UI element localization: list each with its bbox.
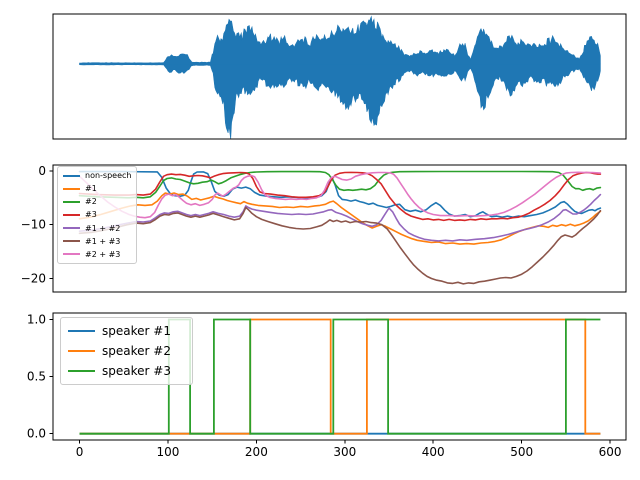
legend-label: speaker #2 xyxy=(102,344,171,358)
bottom-x-tick-label: 300 xyxy=(333,445,356,459)
legend-line-sample xyxy=(63,200,80,203)
likelihood-series-1-2 xyxy=(78,193,602,242)
legend-item-2: #2 xyxy=(63,197,131,206)
legend-label: #3 xyxy=(85,210,97,220)
middle-y-tick-label: −10 xyxy=(21,218,46,232)
legend-line-sample xyxy=(68,330,95,332)
legend-item-2-3: #2 + #3 xyxy=(63,250,131,259)
middle-axes-frame xyxy=(52,164,627,293)
legend-label: #2 + #3 xyxy=(85,249,121,259)
legend-label: #2 xyxy=(85,197,97,207)
bottom-x-tick-label: 500 xyxy=(510,445,533,459)
middle-y-tick-label: −20 xyxy=(21,272,46,286)
legend-item-3: #3 xyxy=(63,210,131,219)
legend-line-sample xyxy=(63,240,80,243)
legend-label: non-speech xyxy=(85,171,132,181)
legend-item-non-speech: non-speech xyxy=(63,171,131,180)
legend-item-speaker-3: speaker #3 xyxy=(68,364,185,378)
legend-label: #1 + #3 xyxy=(85,236,121,246)
legend-line-sample xyxy=(63,213,80,216)
likelihood-series-3 xyxy=(78,171,602,222)
likelihood-series-2 xyxy=(78,170,602,199)
bottom-y-tick-label: 0.5 xyxy=(27,370,46,384)
likelihood-series-2-3 xyxy=(78,171,602,219)
legend-item-1: #1 xyxy=(63,184,131,193)
bottom-x-tick-label: 100 xyxy=(157,445,180,459)
legend-line-sample xyxy=(68,370,95,372)
top-axes-frame xyxy=(52,13,627,140)
legend-item-1-3: #1 + #3 xyxy=(63,237,131,246)
likelihood-series-non-speech xyxy=(78,170,602,218)
bottom-x-tick-label: 0 xyxy=(76,445,84,459)
bottom-x-tick-label: 400 xyxy=(422,445,445,459)
legend-item-speaker-1: speaker #1 xyxy=(68,324,185,338)
legend-item-speaker-2: speaker #2 xyxy=(68,344,185,358)
speaker-legend: speaker #1 speaker #2 speaker #3 xyxy=(60,317,193,385)
bottom-y-tick-label: 1.0 xyxy=(27,313,46,327)
legend-label: speaker #3 xyxy=(102,364,171,378)
bottom-x-tick-label: 200 xyxy=(245,445,268,459)
legend-label: #1 xyxy=(85,184,97,194)
legend-line-sample xyxy=(63,227,80,230)
legend-line-sample xyxy=(63,253,80,256)
middle-y-tick-label: 0 xyxy=(38,164,46,178)
likelihood-series-1-3 xyxy=(78,206,602,285)
bottom-x-tick-label: 600 xyxy=(599,445,622,459)
bottom-y-tick-label: 0.0 xyxy=(27,427,46,441)
legend-line-sample xyxy=(63,174,80,177)
waveform-series xyxy=(79,15,601,140)
legend-label: speaker #1 xyxy=(102,324,171,338)
legend-line-sample xyxy=(63,187,80,190)
likelihood-legend: non-speech #1 #2 #3 #1 + #2 #1 + #3 #2 +… xyxy=(57,166,137,264)
legend-line-sample xyxy=(68,350,95,352)
legend-label: #1 + #2 xyxy=(85,223,121,233)
legend-item-1-2: #1 + #2 xyxy=(63,224,131,233)
